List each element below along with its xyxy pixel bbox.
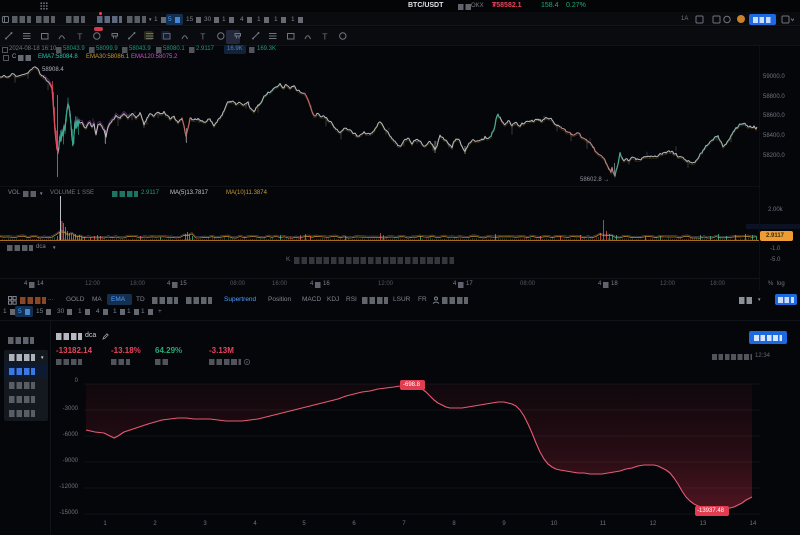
svg-text:T: T [200, 32, 205, 42]
svg-text:T: T [322, 32, 327, 42]
svg-text:T: T [77, 32, 82, 42]
